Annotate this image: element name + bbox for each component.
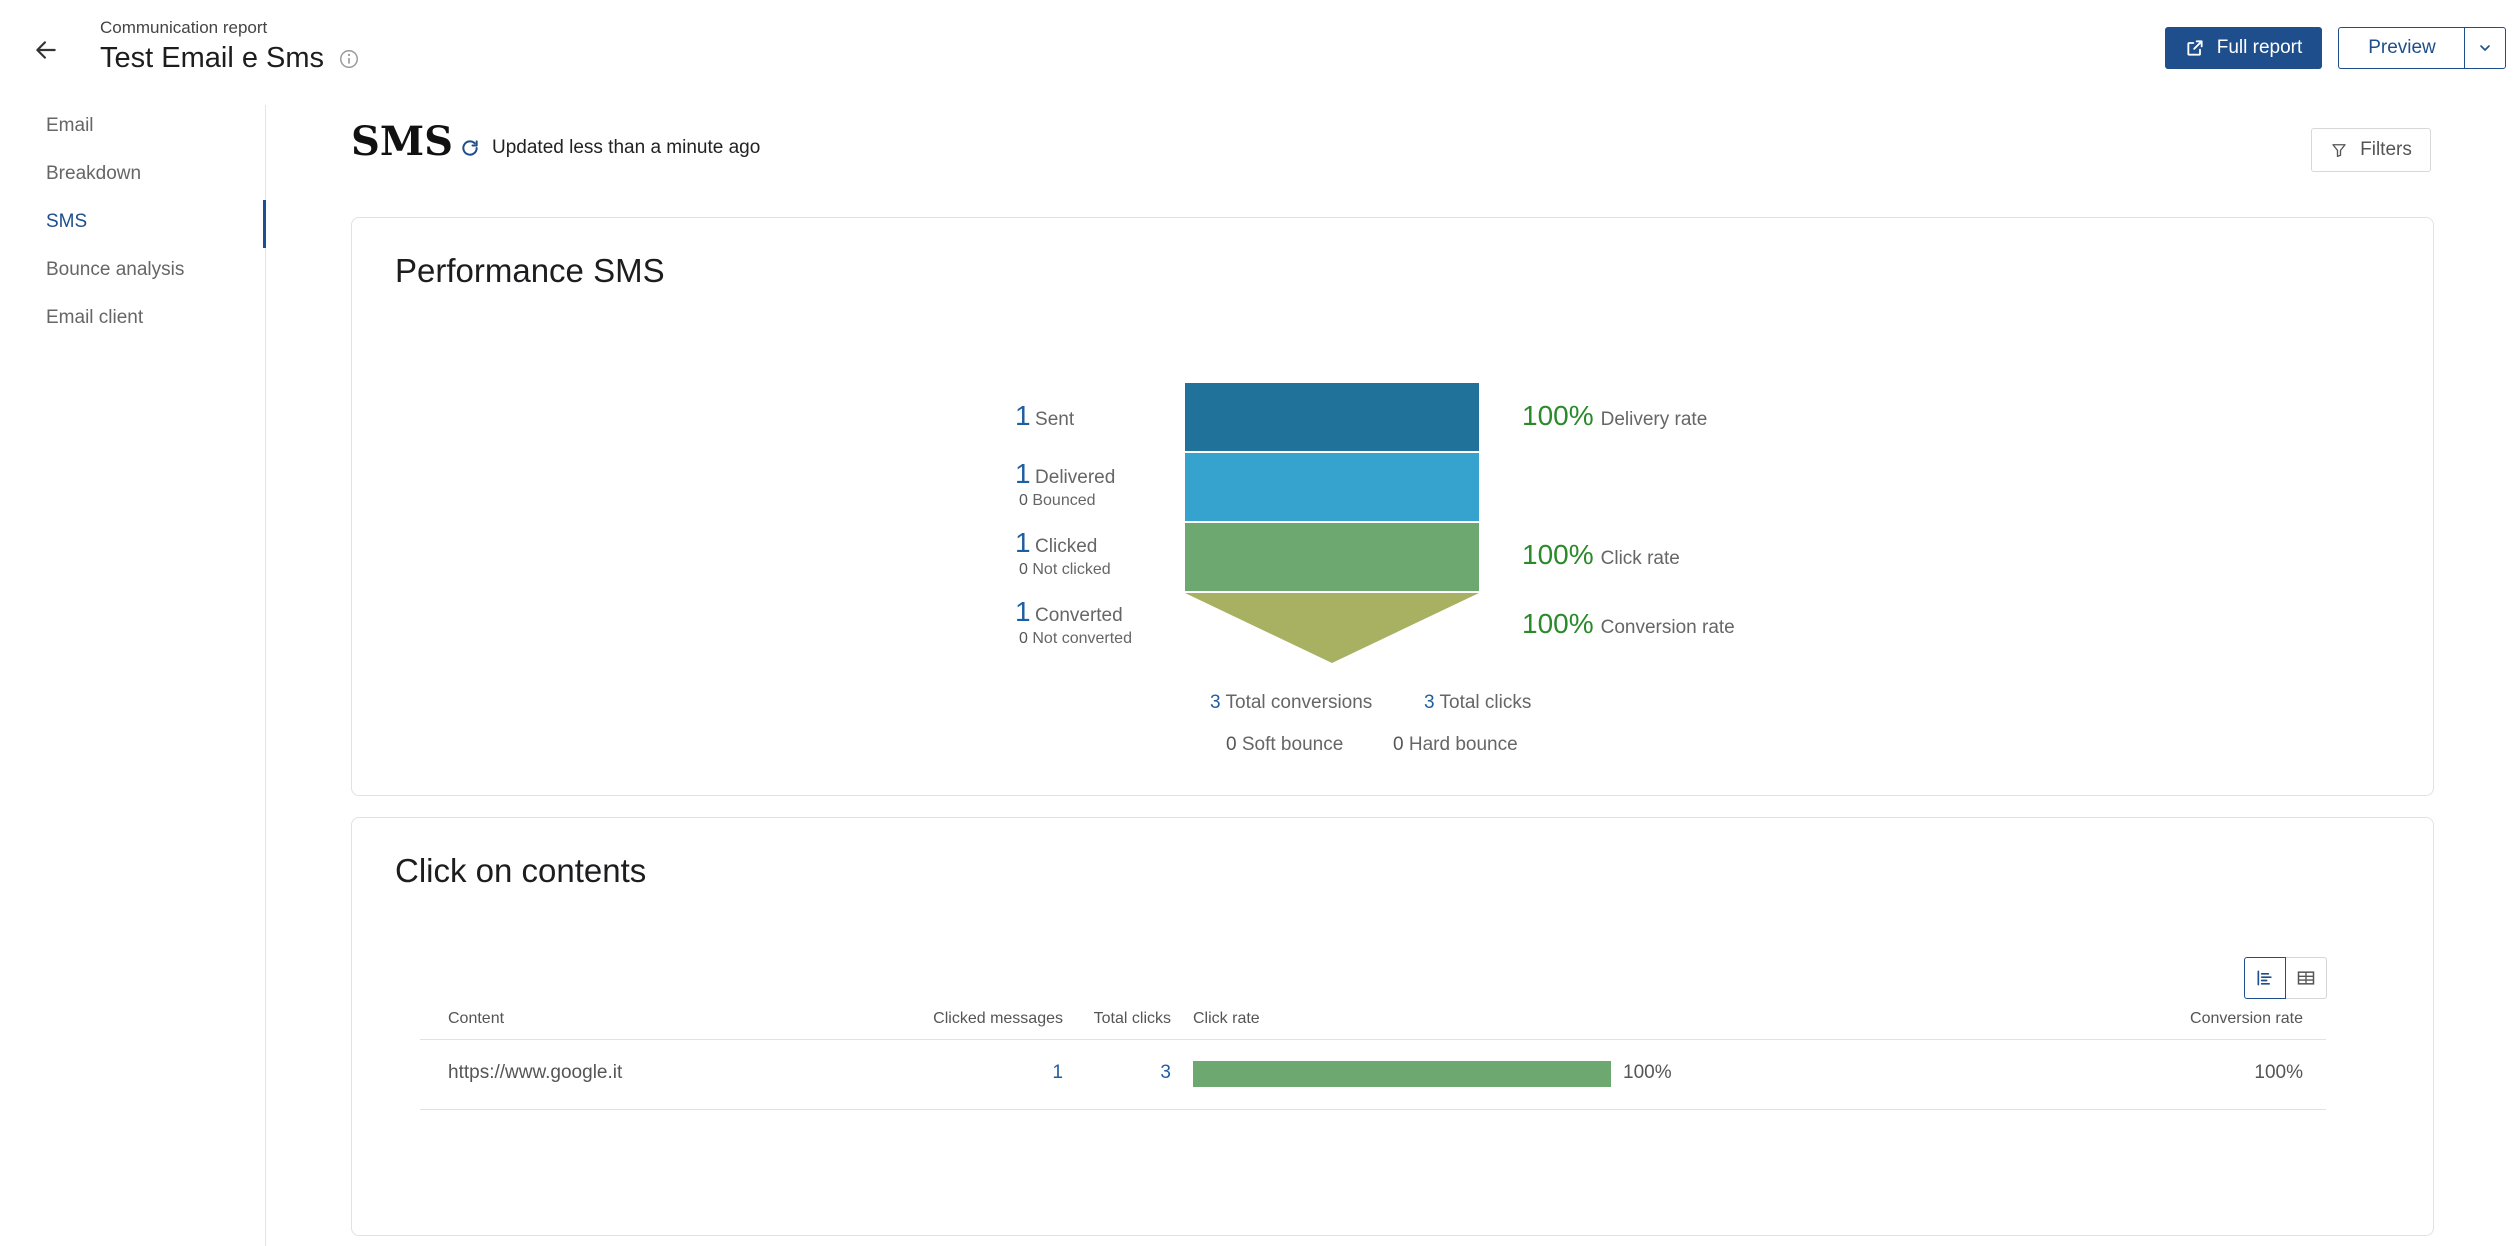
cell-total-clicks: 3 — [1160, 1062, 1171, 1083]
table-header-divider — [420, 1039, 2326, 1040]
bounced-stat: 0 Bounced — [1019, 492, 1096, 510]
conversion-rate-label: Conversion rate — [1600, 617, 1735, 638]
funnel-sent-block — [1185, 383, 1479, 451]
click-rate-label: Click rate — [1600, 548, 1680, 569]
sidebar: Email Breakdown SMS Bounce analysis Emai… — [0, 105, 266, 1246]
converted-label: Converted — [1035, 605, 1123, 626]
section-title: SMS — [351, 118, 454, 165]
converted-value: 1 — [1015, 596, 1031, 627]
bounced-label: Bounced — [1032, 492, 1096, 509]
funnel-chart — [1185, 383, 1479, 663]
not-clicked-label: Not clicked — [1032, 561, 1111, 578]
total-conversions-value: 3 — [1210, 692, 1221, 713]
update-status: Updated less than a minute ago — [460, 137, 760, 159]
sidebar-item-email-client[interactable]: Email client — [46, 307, 144, 328]
sent-value: 1 — [1015, 400, 1031, 431]
click-rate-stat: 100% Click rate — [1522, 539, 1680, 571]
full-report-button[interactable]: Full report — [2165, 27, 2322, 69]
filter-icon — [2332, 144, 2346, 158]
click-rate-bar — [1193, 1061, 1611, 1087]
cell-conversion-rate: 100% — [2254, 1062, 2303, 1083]
arrow-left-icon — [36, 41, 56, 59]
view-toggle — [2244, 957, 2327, 999]
table-icon — [2297, 971, 2315, 985]
not-clicked-stat: 0 Not clicked — [1019, 561, 1111, 579]
chevron-down-icon — [2480, 45, 2490, 51]
filters-button[interactable]: Filters — [2311, 128, 2431, 172]
page-subtitle: Communication report — [100, 18, 268, 37]
funnel-clicked-block — [1185, 523, 1479, 591]
total-conversions-stat: 3 Total conversions — [1210, 692, 1372, 714]
col-content: Content — [448, 1010, 505, 1027]
cell-content[interactable]: https://www.google.it — [448, 1062, 623, 1083]
sent-label: Sent — [1035, 409, 1075, 430]
clicked-stat: 1 Clicked — [1015, 527, 1097, 559]
conversion-rate-stat: 100% Conversion rate — [1522, 608, 1735, 640]
delivered-value: 1 — [1015, 458, 1031, 489]
clicked-value: 1 — [1015, 527, 1031, 558]
click-contents-title: Click on contents — [395, 852, 647, 889]
bar-chart-icon — [2257, 970, 2272, 986]
col-total-clicks: Total clicks — [1093, 1010, 1171, 1027]
page-title: Test Email e Sms — [100, 42, 324, 74]
performance-title: Performance SMS — [395, 252, 665, 289]
not-converted-value: 0 — [1019, 630, 1028, 647]
total-clicks-label: Total clicks — [1439, 692, 1532, 713]
sent-stat: 1 Sent — [1015, 400, 1074, 432]
update-status-text: Updated less than a minute ago — [492, 137, 761, 158]
title-row: Test Email e Sms — [100, 42, 360, 75]
hard-bounce-stat: 0 Hard bounce — [1393, 734, 1518, 756]
not-converted-stat: 0 Not converted — [1019, 630, 1132, 648]
back-button[interactable] — [28, 32, 64, 68]
total-clicks-value: 3 — [1424, 692, 1435, 713]
funnel-converted-block — [1185, 593, 1479, 663]
hard-bounce-label: Hard bounce — [1408, 734, 1518, 755]
cell-click-rate: 100% — [1623, 1062, 1672, 1083]
funnel-delivered-block — [1185, 453, 1479, 521]
soft-bounce-label: Soft bounce — [1241, 734, 1344, 755]
col-clicked-messages: Clicked messages — [933, 1010, 1063, 1027]
clicked-label: Clicked — [1035, 536, 1098, 557]
click-contents-card: Click on contents Content Clicked messag… — [351, 817, 2434, 1236]
delivery-rate-stat: 100% Delivery rate — [1522, 400, 1707, 432]
performance-card: Performance SMS 1 Sent 1 Delivered 0 Bou… — [351, 217, 2434, 796]
external-link-icon — [2187, 40, 2203, 56]
delivered-label: Delivered — [1035, 467, 1116, 488]
col-click-rate: Click rate — [1193, 1010, 1260, 1027]
sidebar-active-indicator — [263, 200, 266, 248]
sidebar-item-breakdown[interactable]: Breakdown — [46, 163, 142, 184]
total-conversions-label: Total conversions — [1225, 692, 1373, 713]
preview-dropdown-button[interactable] — [2464, 27, 2506, 69]
sidebar-item-email[interactable]: Email — [46, 115, 94, 136]
preview-button[interactable]: Preview — [2338, 27, 2465, 69]
bounced-value: 0 — [1019, 492, 1028, 509]
col-conversion-rate: Conversion rate — [2190, 1010, 2303, 1027]
soft-bounce-value: 0 — [1226, 734, 1237, 755]
sidebar-item-bounce-analysis[interactable]: Bounce analysis — [46, 259, 185, 280]
click-rate-bar-fill — [1193, 1061, 1611, 1087]
filters-label: Filters — [2360, 139, 2412, 160]
delivery-rate-value: 100% — [1522, 400, 1594, 431]
soft-bounce-stat: 0 Soft bounce — [1226, 734, 1343, 756]
info-icon[interactable] — [338, 48, 360, 70]
sidebar-item-sms[interactable]: SMS — [46, 211, 88, 232]
delivery-rate-label: Delivery rate — [1600, 409, 1708, 430]
full-report-label: Full report — [2216, 37, 2303, 58]
hard-bounce-value: 0 — [1393, 734, 1404, 755]
cell-clicked-messages: 1 — [1052, 1062, 1063, 1083]
total-clicks-stat: 3 Total clicks — [1424, 692, 1531, 714]
conversion-rate-value: 100% — [1522, 608, 1594, 639]
table-row-divider — [420, 1109, 2326, 1110]
bar-view-button[interactable] — [2244, 957, 2286, 999]
not-converted-label: Not converted — [1032, 630, 1132, 647]
table-view-button[interactable] — [2286, 957, 2327, 999]
click-rate-value: 100% — [1522, 539, 1594, 570]
not-clicked-value: 0 — [1019, 561, 1028, 578]
converted-stat: 1 Converted — [1015, 596, 1123, 628]
refresh-icon[interactable] — [460, 138, 480, 158]
delivered-stat: 1 Delivered — [1015, 458, 1115, 490]
